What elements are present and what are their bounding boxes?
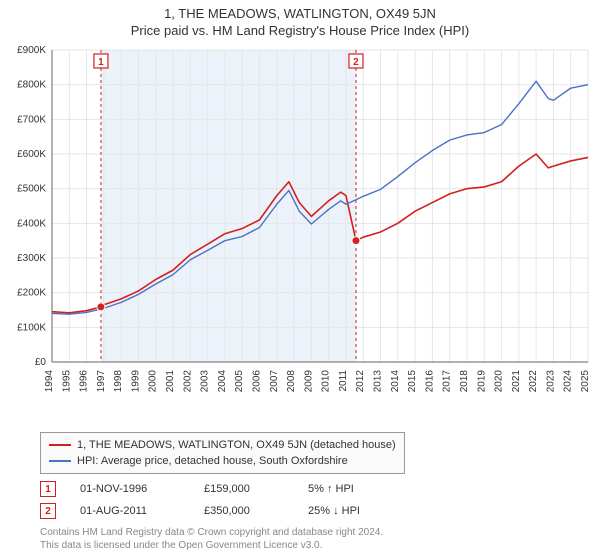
svg-text:2007: 2007 — [269, 370, 280, 393]
svg-text:1: 1 — [98, 57, 104, 68]
page-subtitle: Price paid vs. HM Land Registry's House … — [0, 23, 600, 38]
svg-text:1997: 1997 — [96, 370, 107, 393]
svg-text:2013: 2013 — [373, 370, 384, 393]
svg-text:2003: 2003 — [200, 370, 211, 393]
footnote-line-1: Contains HM Land Registry data © Crown c… — [40, 526, 383, 539]
svg-text:£300K: £300K — [17, 253, 46, 264]
sale-marker: 1 — [40, 481, 56, 497]
legend-swatch — [49, 444, 71, 446]
svg-text:2022: 2022 — [528, 370, 539, 393]
svg-text:£500K: £500K — [17, 184, 46, 195]
svg-text:2011: 2011 — [338, 370, 349, 392]
svg-text:1994: 1994 — [44, 370, 55, 393]
svg-text:£600K: £600K — [17, 149, 46, 160]
legend-item: HPI: Average price, detached house, Sout… — [49, 453, 396, 469]
svg-text:2016: 2016 — [424, 370, 435, 393]
svg-text:2023: 2023 — [545, 370, 556, 393]
svg-text:1995: 1995 — [61, 370, 72, 393]
sale-date: 01-NOV-1996 — [80, 483, 180, 495]
svg-text:2020: 2020 — [494, 370, 505, 393]
svg-text:1999: 1999 — [130, 370, 141, 393]
svg-text:£700K: £700K — [17, 114, 46, 125]
sale-delta: 25% ↓ HPI — [308, 505, 398, 517]
sale-row: 2 01-AUG-2011 £350,000 25% ↓ HPI — [40, 500, 398, 522]
svg-text:£100K: £100K — [17, 322, 46, 333]
svg-text:2017: 2017 — [442, 370, 453, 393]
sale-price: £350,000 — [204, 505, 284, 517]
sale-row: 1 01-NOV-1996 £159,000 5% ↑ HPI — [40, 478, 398, 500]
svg-text:£800K: £800K — [17, 80, 46, 91]
svg-text:2: 2 — [353, 57, 359, 68]
svg-text:2004: 2004 — [217, 370, 228, 393]
svg-text:2005: 2005 — [234, 370, 245, 393]
svg-text:£0: £0 — [35, 357, 47, 368]
svg-text:2012: 2012 — [355, 370, 366, 393]
svg-text:2018: 2018 — [459, 370, 470, 393]
page-title: 1, THE MEADOWS, WATLINGTON, OX49 5JN — [0, 6, 600, 21]
svg-text:1998: 1998 — [113, 370, 124, 393]
legend-label: HPI: Average price, detached house, Sout… — [77, 453, 348, 469]
svg-text:2006: 2006 — [251, 370, 262, 393]
svg-text:2009: 2009 — [303, 370, 314, 393]
svg-text:£200K: £200K — [17, 288, 46, 299]
price-chart: £0 £100K £200K £300K £400K £500K £600K £700K £80… — [0, 42, 600, 422]
sale-date: 01-AUG-2011 — [80, 505, 180, 517]
svg-text:2015: 2015 — [407, 370, 418, 393]
svg-text:2021: 2021 — [511, 370, 522, 393]
footnote: Contains HM Land Registry data © Crown c… — [40, 526, 383, 552]
sale-price: £159,000 — [204, 483, 284, 495]
legend-item: 1, THE MEADOWS, WATLINGTON, OX49 5JN (de… — [49, 437, 396, 453]
sale-delta: 5% ↑ HPI — [308, 483, 398, 495]
svg-text:2014: 2014 — [390, 370, 401, 393]
svg-text:2008: 2008 — [286, 370, 297, 393]
footnote-line-2: This data is licensed under the Open Gov… — [40, 539, 383, 552]
svg-text:£900K: £900K — [17, 45, 46, 56]
legend: 1, THE MEADOWS, WATLINGTON, OX49 5JN (de… — [40, 432, 405, 474]
svg-text:2025: 2025 — [580, 370, 591, 393]
sale-records: 1 01-NOV-1996 £159,000 5% ↑ HPI 2 01-AUG-2011… — [40, 478, 398, 522]
legend-label: 1, THE MEADOWS, WATLINGTON, OX49 5JN (de… — [77, 437, 396, 453]
svg-text:£400K: £400K — [17, 218, 46, 229]
svg-text:1996: 1996 — [79, 370, 90, 393]
svg-text:2019: 2019 — [476, 370, 487, 393]
legend-swatch — [49, 460, 71, 462]
svg-text:2000: 2000 — [148, 370, 159, 393]
sale-marker: 2 — [40, 503, 56, 519]
svg-text:2024: 2024 — [563, 370, 574, 393]
svg-text:2001: 2001 — [165, 370, 176, 393]
svg-text:2002: 2002 — [182, 370, 193, 393]
svg-text:2010: 2010 — [321, 370, 332, 393]
